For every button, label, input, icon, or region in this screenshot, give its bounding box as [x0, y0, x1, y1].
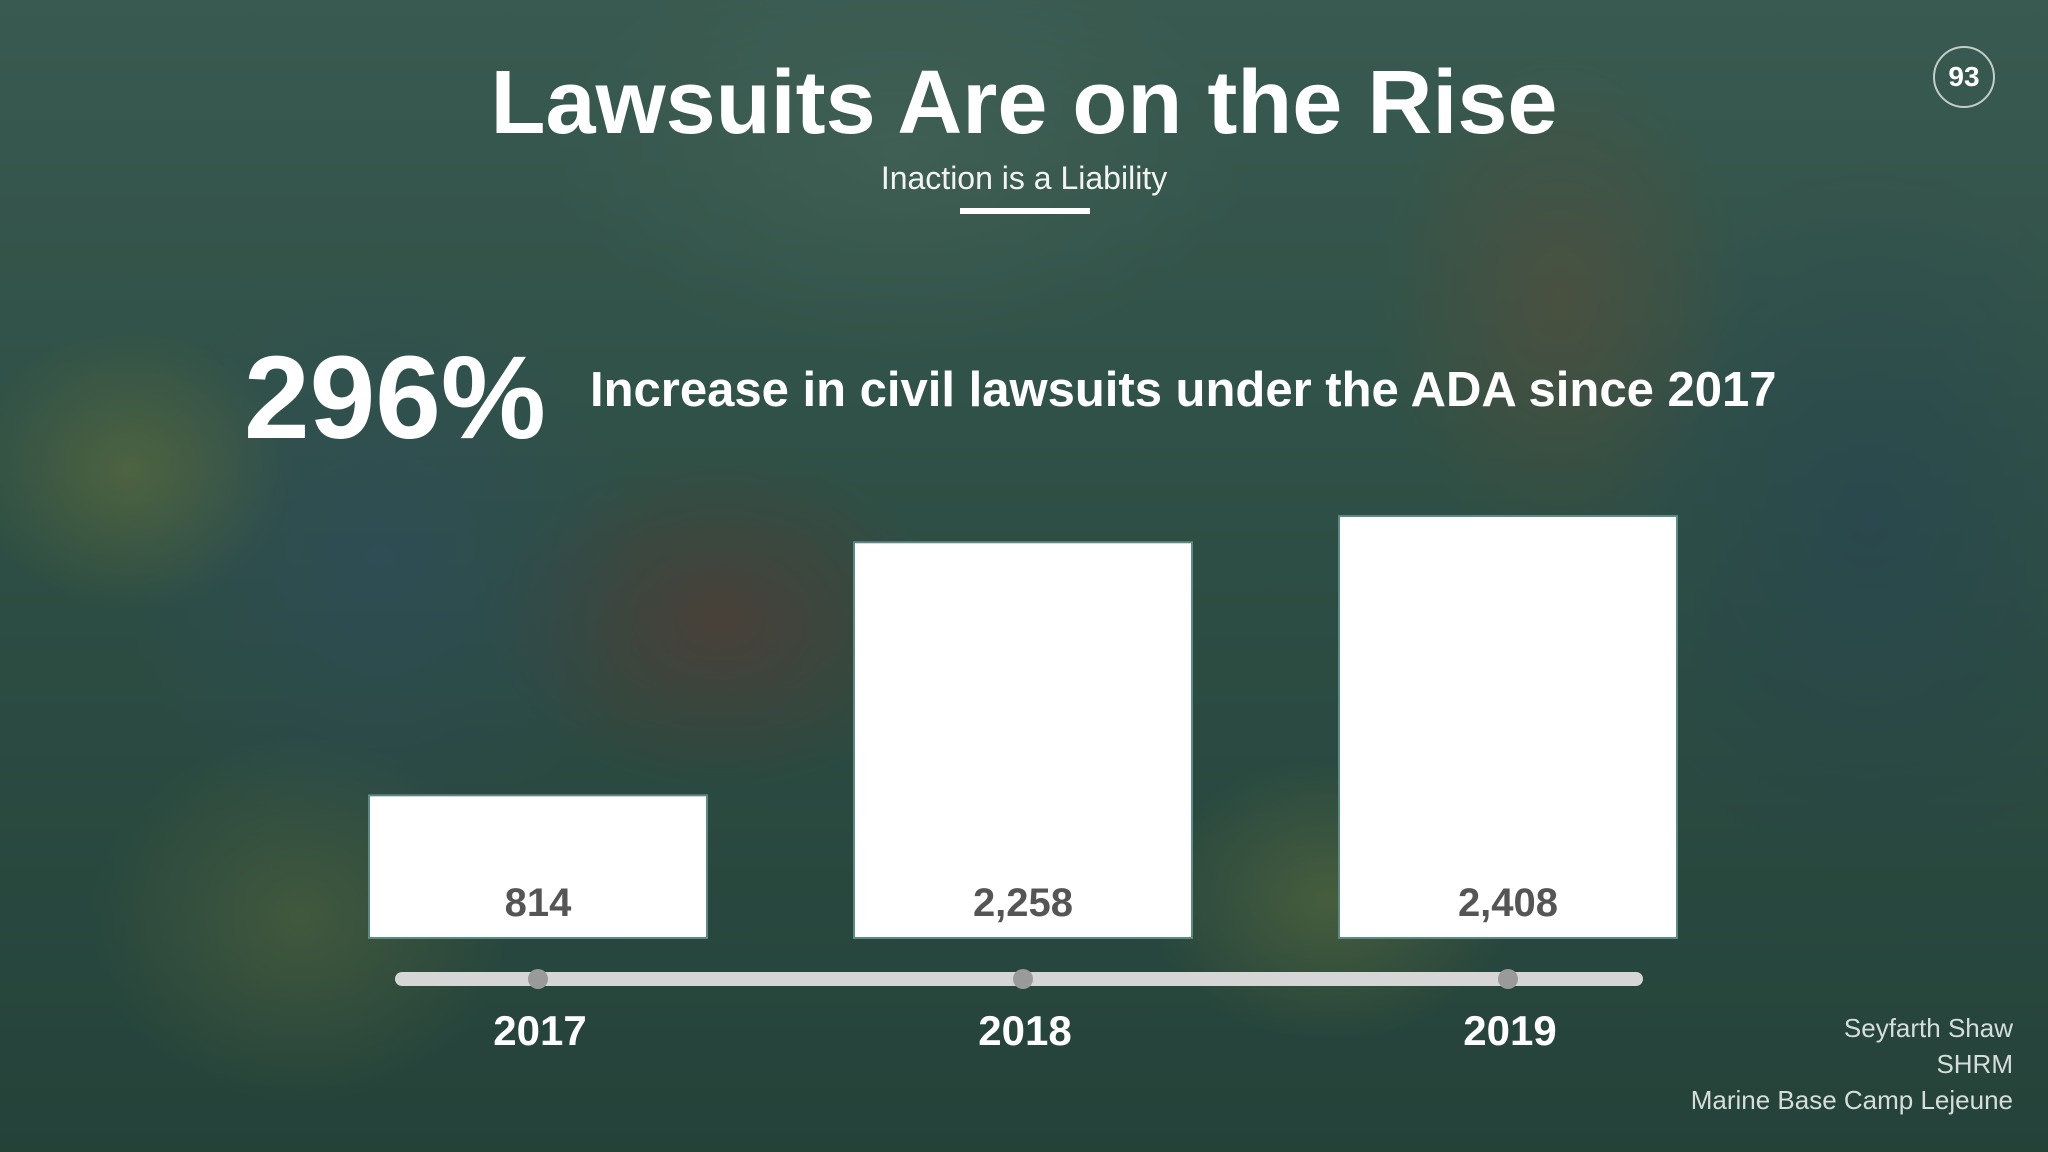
slide-title: Lawsuits Are on the Rise	[490, 53, 1558, 153]
slide-subtitle: Inaction is a Liability	[880, 160, 1168, 196]
axis-dot-2017	[528, 969, 548, 989]
value-label-2018: 2,258	[973, 881, 1073, 925]
bar-2019	[1338, 515, 1678, 939]
value-label-2019: 2,408	[1458, 881, 1558, 925]
value-label-2017: 814	[505, 881, 572, 925]
stat-description: Increase in civil lawsuits under the ADA…	[590, 363, 1777, 417]
stat-value: 296%	[244, 332, 546, 464]
bar-2018	[853, 541, 1193, 939]
subtitle-underline	[960, 208, 1090, 214]
axis-dot-2018	[1013, 969, 1033, 989]
category-label-2019: 2019	[1463, 1007, 1556, 1054]
source-item: SHRM	[1936, 1049, 2013, 1079]
sources-list: Seyfarth Shaw SHRM Marine Base Camp Leje…	[1691, 1010, 2013, 1118]
category-label-2018: 2018	[978, 1007, 1071, 1054]
source-item: Seyfarth Shaw	[1843, 1013, 2013, 1043]
page-number-badge: 93	[1933, 46, 1995, 108]
axis-dot-2019	[1498, 969, 1518, 989]
source-item: Marine Base Camp Lejeune	[1690, 1085, 2013, 1115]
category-label-2017: 2017	[493, 1007, 586, 1054]
bar-2017	[368, 794, 708, 939]
